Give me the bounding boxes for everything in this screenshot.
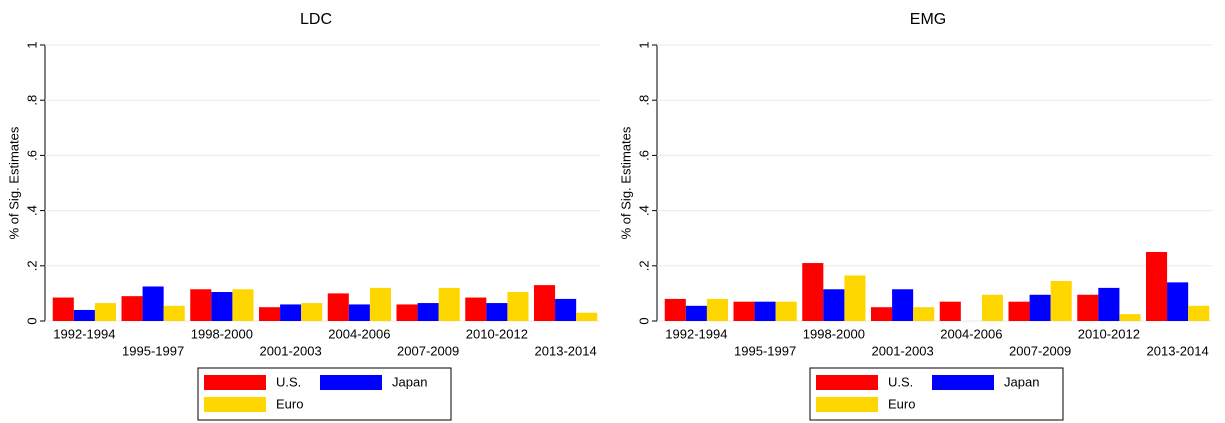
bar [1167, 282, 1189, 321]
bar [939, 301, 961, 321]
bar [1146, 252, 1168, 321]
x-tick-label: 1995-1997 [734, 343, 796, 358]
x-tick-label: 2010-2012 [1078, 326, 1140, 341]
bar [892, 289, 914, 321]
bar [1098, 287, 1120, 321]
bar [534, 285, 556, 321]
chart-panel: EMG % of Sig. Estimates 0 .2 .4 .6 .8 1 1992-199… [618, 11, 1212, 421]
bar [802, 263, 824, 321]
bar [369, 287, 391, 321]
bar [259, 307, 281, 321]
x-tick-label: 2004-2006 [940, 326, 1002, 341]
x-tick-label: 1998-2000 [191, 326, 253, 341]
legend-swatch [932, 375, 994, 390]
bar [486, 303, 508, 321]
legend-swatch [204, 397, 266, 412]
bar [706, 298, 728, 321]
x-tick-label: 1992-1994 [53, 326, 115, 341]
legend-label: U.S. [888, 374, 913, 389]
y-tick-label: .2 [636, 260, 651, 271]
chart-title: EMG [910, 11, 946, 28]
bar [871, 307, 893, 321]
bar [327, 293, 349, 321]
y-tick-label: .2 [24, 260, 39, 271]
bar [823, 289, 845, 321]
y-tick-label: .4 [24, 205, 39, 216]
x-tick-label: 2013-2014 [1147, 343, 1209, 358]
y-axis-label: % of Sig. Estimates [618, 126, 633, 239]
bar [465, 297, 487, 321]
x-tick-label: 1992-1994 [665, 326, 727, 341]
bar [190, 289, 212, 321]
bar [417, 303, 439, 321]
y-axis-label: % of Sig. Estimates [6, 126, 21, 239]
bar [280, 304, 302, 321]
bar [733, 301, 755, 321]
bar [1029, 294, 1051, 321]
bar [1008, 301, 1030, 321]
y-tick-label: .8 [24, 95, 39, 106]
bar [664, 298, 686, 321]
y-tick-label: 1 [636, 41, 651, 48]
legend-label: Euro [276, 396, 303, 411]
y-tick-label: .6 [636, 150, 651, 161]
bar [775, 301, 797, 321]
x-tick-label: 2001-2003 [260, 343, 322, 358]
x-tick-label: 1998-2000 [803, 326, 865, 341]
bar [1077, 294, 1099, 321]
bar [507, 292, 529, 321]
bar [121, 296, 143, 321]
y-tick-label: 0 [24, 317, 39, 324]
x-tick-label: 2013-2014 [535, 343, 597, 358]
bar [1050, 280, 1072, 321]
bar [348, 304, 370, 321]
bar [52, 297, 74, 321]
legend-label: Japan [1004, 374, 1039, 389]
bar [1119, 314, 1141, 321]
bar [555, 298, 577, 321]
x-tick-label: 1995-1997 [122, 343, 184, 358]
bar [73, 309, 95, 321]
bar [163, 305, 185, 321]
legend-label: Euro [888, 396, 915, 411]
x-tick-label: 2007-2009 [1009, 343, 1071, 358]
legend-swatch [320, 375, 382, 390]
bar [301, 303, 323, 321]
legend-label: U.S. [276, 374, 301, 389]
bar [1188, 305, 1210, 321]
bar [396, 304, 418, 321]
chart-panel: LDC % of Sig. Estimates 0 .2 .4 .6 .8 1 1992-199… [6, 11, 600, 421]
y-tick-label: 0 [636, 317, 651, 324]
bar [754, 301, 776, 321]
x-tick-label: 2004-2006 [328, 326, 390, 341]
x-tick-label: 2007-2009 [397, 343, 459, 358]
bar [94, 303, 116, 321]
bar [913, 307, 935, 321]
x-tick-label: 2010-2012 [466, 326, 528, 341]
bar [576, 312, 598, 321]
legend-swatch [204, 375, 266, 390]
y-tick-label: 1 [24, 41, 39, 48]
y-tick-label: .4 [636, 205, 651, 216]
legend-label: Japan [392, 374, 427, 389]
bar [844, 275, 866, 321]
bar [232, 289, 254, 321]
legend-swatch [816, 397, 878, 412]
y-tick-label: .6 [24, 150, 39, 161]
bar [142, 286, 164, 321]
bar [981, 294, 1003, 321]
bar [438, 287, 460, 321]
legend-swatch [816, 375, 878, 390]
bar [685, 305, 707, 321]
chart-title: LDC [300, 11, 332, 28]
y-tick-label: .8 [636, 95, 651, 106]
x-tick-label: 2001-2003 [872, 343, 934, 358]
bar [211, 292, 233, 321]
